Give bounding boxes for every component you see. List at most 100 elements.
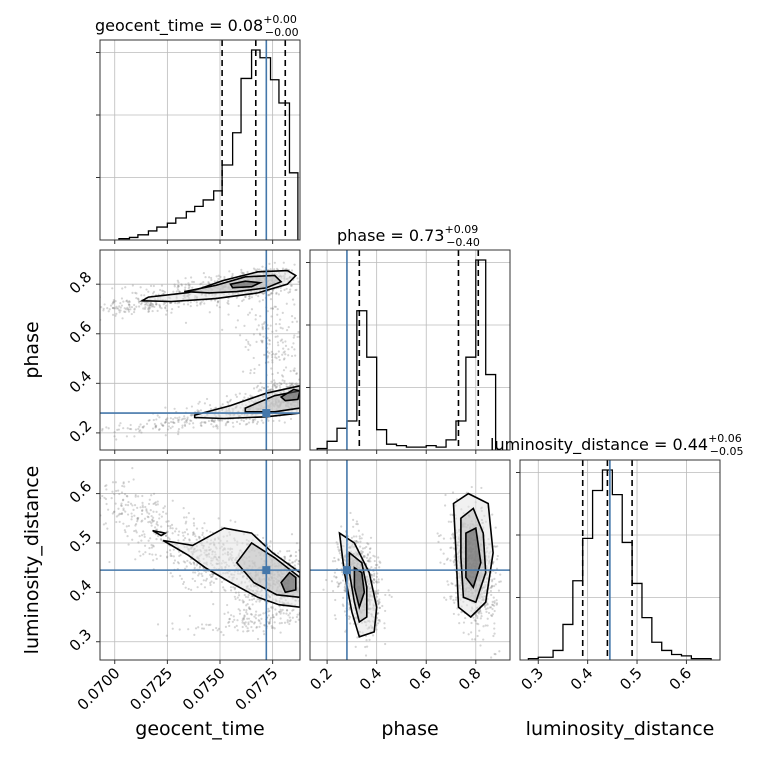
scatter-point (368, 558, 371, 561)
scatter-point (269, 324, 272, 327)
scatter-point (104, 522, 107, 525)
scatter-point (335, 576, 338, 579)
scatter-point (143, 544, 147, 547)
scatter-point (355, 540, 358, 543)
scatter-point (272, 419, 275, 423)
scatter-point (165, 418, 168, 421)
panel-content (310, 250, 510, 450)
scatter-point (156, 309, 159, 312)
scatter-point (149, 284, 153, 288)
scatter-point (156, 623, 160, 626)
scatter-point (480, 615, 483, 618)
scatter-point (155, 528, 159, 531)
scatter-point (314, 392, 316, 394)
scatter-point (111, 287, 114, 290)
scatter-point (375, 581, 379, 584)
scatter-point (259, 622, 262, 625)
scatter-point (194, 535, 197, 538)
scatter-point (498, 650, 501, 653)
scatter-point (303, 602, 305, 604)
scatter-point (261, 323, 264, 326)
scatter-point (134, 558, 137, 561)
scatter-point (162, 303, 165, 306)
scatter-point (215, 577, 218, 581)
scatter-point (155, 424, 158, 427)
scatter-point (286, 621, 289, 624)
scatter-point (281, 353, 284, 356)
scatter-point (209, 581, 212, 584)
scatter-point (197, 574, 200, 577)
scatter-point (246, 596, 250, 599)
scatter-point (452, 560, 455, 563)
scatter-point (248, 311, 251, 314)
scatter-point (486, 607, 489, 610)
scatter-point (193, 579, 197, 583)
scatter-point (454, 591, 458, 594)
scatter-point (302, 395, 304, 397)
scatter-point (281, 375, 285, 378)
scatter-point (452, 537, 455, 540)
scatter-point (242, 600, 245, 603)
scatter-point (242, 272, 245, 275)
scatter-point (131, 504, 134, 507)
scatter-point (153, 502, 156, 505)
scatter-point (492, 584, 496, 588)
scatter-point (255, 600, 258, 603)
scatter-luminosity-distance-vs-phase: 0.2 0.4 0.6 0.8 (306, 459, 511, 694)
scatter-point (377, 619, 380, 622)
scatter-point (316, 390, 318, 392)
scatter-point (253, 615, 256, 618)
scatter-point (465, 491, 469, 494)
scatter-point (372, 554, 375, 557)
scatter-point (94, 499, 96, 501)
scatter-point (450, 595, 453, 598)
scatter-point (210, 419, 214, 422)
scatter-point (295, 615, 299, 619)
scatter-point (305, 396, 307, 398)
scatter-point (287, 291, 290, 294)
scatter-point (271, 289, 274, 292)
scatter-point (192, 561, 196, 565)
scatter-point (307, 548, 309, 550)
scatter-point (258, 268, 261, 271)
scatter-point (273, 261, 276, 264)
scatter-point (237, 594, 241, 597)
scatter-point (160, 525, 163, 528)
scatter-point (211, 628, 215, 632)
scatter-point (137, 300, 141, 303)
scatter-point (249, 394, 252, 397)
scatter-point (453, 555, 456, 559)
scatter-point (115, 489, 118, 493)
scatter-point (101, 494, 104, 498)
scatter-point (493, 577, 496, 580)
scatter-point (135, 531, 138, 534)
scatter-point (155, 520, 159, 524)
scatter-point (241, 370, 245, 373)
scatter-point (261, 341, 264, 344)
scatter-point (246, 630, 249, 633)
scatter-point (255, 626, 258, 629)
scatter-point (155, 522, 158, 526)
scatter-point (312, 610, 314, 612)
scatter-point (149, 537, 152, 540)
scatter-point (347, 615, 351, 618)
scatter-point (195, 564, 198, 567)
scatter-point (117, 514, 120, 517)
scatter-point (159, 288, 162, 292)
scatter-point (111, 306, 115, 309)
scatter-point (168, 537, 171, 541)
scatter-point (268, 388, 271, 391)
scatter-point (149, 304, 152, 307)
scatter-point (243, 622, 246, 625)
scatter-point (247, 421, 251, 424)
scatter-point (152, 516, 155, 519)
scatter-point (152, 492, 156, 495)
scatter-point (344, 630, 347, 633)
scatter-point (256, 420, 259, 423)
scatter-point (191, 280, 194, 283)
scatter-point (122, 300, 125, 303)
scatter-point (289, 554, 293, 557)
scatter-point (252, 418, 255, 421)
scatter-point (144, 551, 147, 554)
scatter-point (187, 587, 190, 591)
